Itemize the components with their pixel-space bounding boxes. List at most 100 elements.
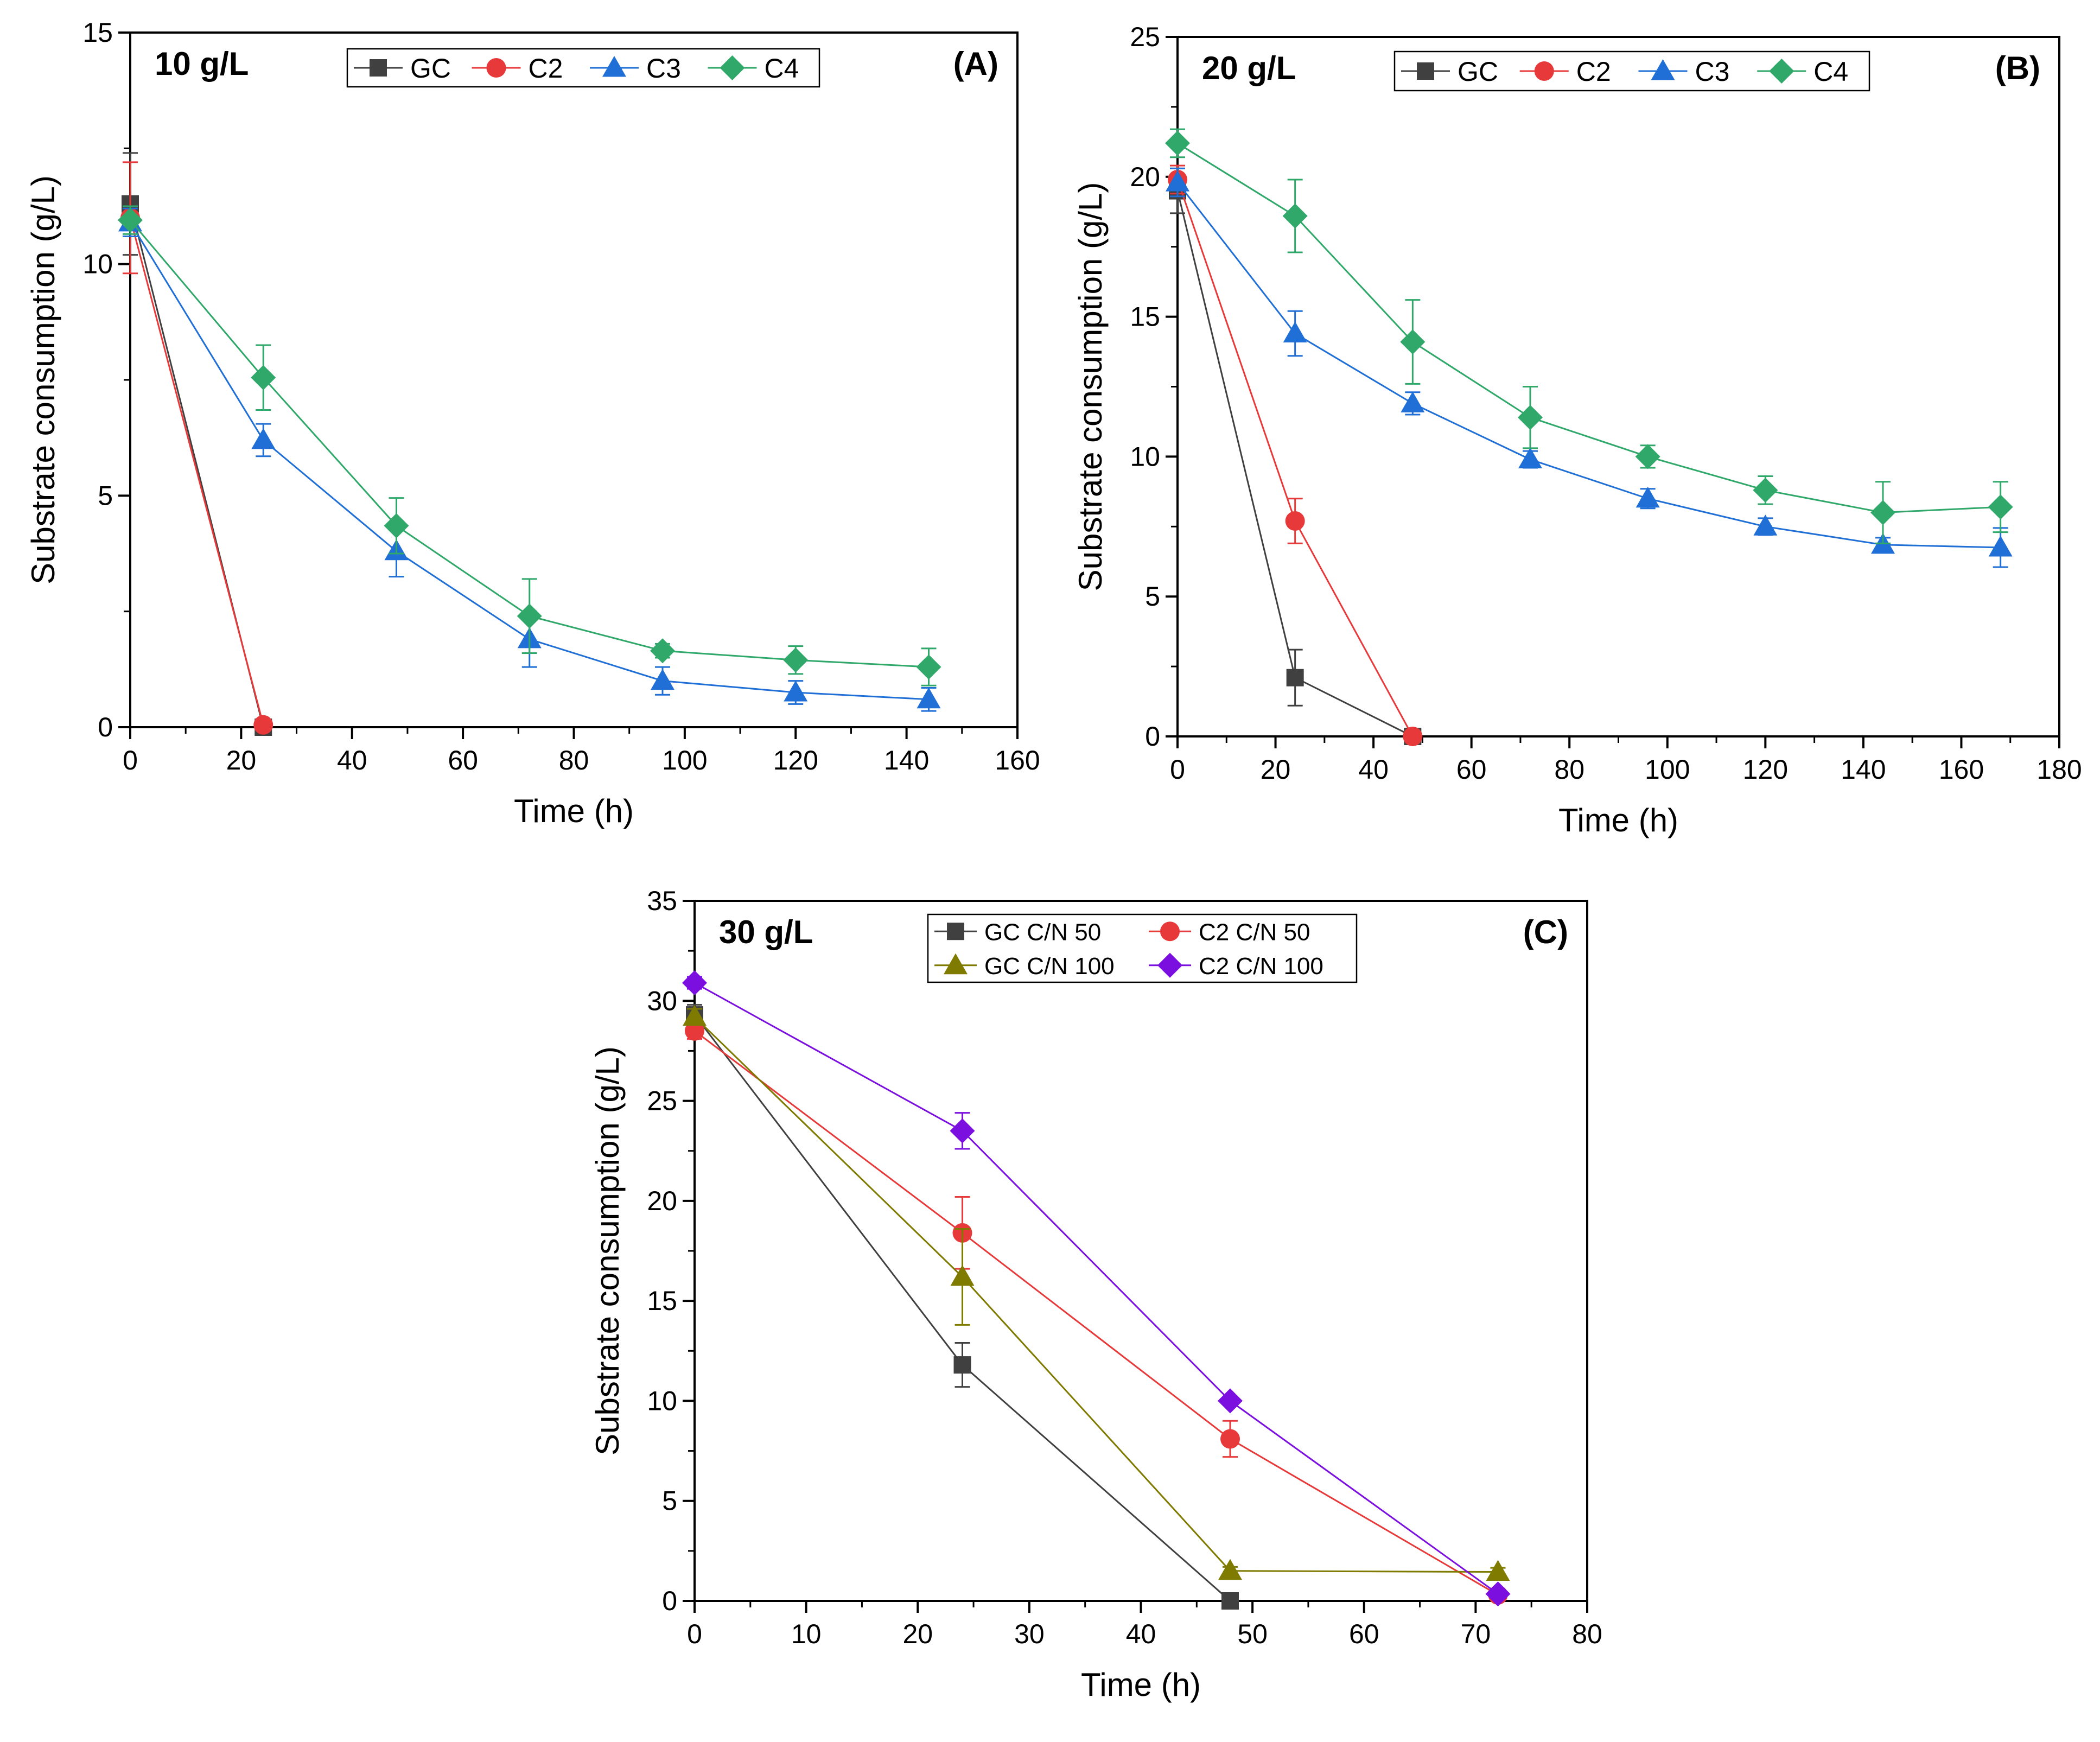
y-tick-label: 20 <box>1130 162 1160 192</box>
data-point <box>1218 1388 1243 1414</box>
series-line <box>1176 182 2001 549</box>
data-point <box>917 687 941 709</box>
legend-label: C2 <box>529 53 563 84</box>
x-tick-label: 80 <box>1572 1619 1602 1649</box>
y-axis-title: Substrate consumption (g/L) <box>589 1046 626 1455</box>
data-point <box>651 669 674 690</box>
legend-marker <box>720 55 745 80</box>
x-tick-label: 80 <box>1554 754 1584 785</box>
data-point <box>517 603 542 629</box>
legend-marker <box>947 923 964 940</box>
y-tick-label: 25 <box>1130 22 1160 52</box>
data-point <box>953 1356 971 1374</box>
legend-label: C4 <box>765 53 799 84</box>
series-line <box>694 982 1499 1595</box>
data-point <box>650 638 675 664</box>
x-tick-label: 160 <box>995 745 1040 775</box>
legend-marker <box>944 953 968 975</box>
panel-letter: (B) <box>1995 50 2040 86</box>
panel-c: 0 10 20 30 40 50 60 70 80 0 5 10 15 20 25 30 35 Time (h) S… <box>589 886 1602 1703</box>
data-point <box>1282 203 1308 228</box>
y-tick-label: 0 <box>662 1586 677 1616</box>
x-tick-label: 20 <box>1261 754 1291 785</box>
legend-box <box>927 913 1358 983</box>
x-tick-label: 100 <box>662 745 707 775</box>
x-tick-label: 120 <box>773 745 818 775</box>
series-line <box>694 1030 1499 1596</box>
legend-label: GC C/N 100 <box>984 953 1115 980</box>
data-point <box>783 647 809 673</box>
data-point <box>784 681 808 702</box>
y-tick-label: 10 <box>647 1385 677 1416</box>
legend-marker <box>1160 921 1180 942</box>
legend-label: GC <box>410 53 451 84</box>
x-tick-label: 0 <box>123 745 138 775</box>
x-tick-label: 60 <box>1349 1619 1379 1649</box>
data-point <box>1486 1560 1510 1581</box>
legend-marker <box>486 58 506 78</box>
x-tick-label: 140 <box>884 745 929 775</box>
legend-marker <box>602 56 626 77</box>
legend-label: C2 <box>1576 56 1611 87</box>
legend-label: GC C/N 50 <box>984 919 1101 945</box>
y-tick-label: 35 <box>647 886 677 916</box>
panel-letter: (C) <box>1523 914 1568 950</box>
x-tick-label: 40 <box>337 745 367 775</box>
data-point <box>1635 444 1660 469</box>
data-point <box>251 365 276 390</box>
legend-marker <box>1769 59 1794 84</box>
legend-marker <box>1157 952 1182 978</box>
y-axis-title: Substrate consumption (g/L) <box>25 175 61 584</box>
x-tick-label: 30 <box>1014 1619 1045 1649</box>
y-axis-title: Substrate consumption (g/L) <box>1072 182 1109 592</box>
series-line <box>1177 142 2001 514</box>
data-point <box>1870 500 1895 525</box>
series-line <box>693 1016 1498 1573</box>
x-tick-label: 120 <box>1743 754 1788 785</box>
data-point <box>1518 405 1543 430</box>
y-tick-label: 20 <box>647 1186 677 1216</box>
data-point <box>1403 727 1423 746</box>
data-point <box>1401 391 1425 412</box>
x-tick-label: 0 <box>687 1619 702 1649</box>
panel-b: 0 20 40 60 80 100 120 140 160 180 0 5 10 15 20 25 Time (… <box>1072 22 2082 838</box>
data-point <box>1165 130 1190 156</box>
x-tick-label: 100 <box>1645 754 1690 785</box>
data-point <box>251 428 276 449</box>
x-axis-title: Time (h) <box>1558 802 1678 838</box>
x-axis-title: Time (h) <box>1081 1667 1201 1703</box>
legend-label: C3 <box>1695 56 1730 87</box>
data-point <box>1220 1429 1240 1449</box>
data-point <box>1285 511 1305 531</box>
data-point <box>950 1264 975 1286</box>
data-point <box>1636 486 1660 508</box>
data-point <box>1988 535 2013 557</box>
data-point <box>1988 494 2013 520</box>
x-tick-label: 20 <box>226 745 257 775</box>
x-tick-label: 60 <box>1456 754 1487 785</box>
legend-label: GC <box>1458 56 1498 87</box>
y-tick-label: 0 <box>98 712 113 742</box>
y-tick-label: 25 <box>647 1086 677 1116</box>
x-tick-label: 20 <box>902 1619 933 1649</box>
legend-marker <box>1651 59 1675 80</box>
y-tick-label: 5 <box>1145 581 1160 612</box>
x-tick-label: 0 <box>1170 754 1185 785</box>
x-tick-label: 140 <box>1841 754 1886 785</box>
y-tick-label: 5 <box>98 480 113 511</box>
data-point <box>1485 1581 1511 1607</box>
plot-frame <box>1176 36 2060 738</box>
legend-marker <box>1417 62 1434 80</box>
data-point <box>682 970 707 996</box>
data-point <box>685 1021 704 1041</box>
x-tick-label: 40 <box>1126 1619 1156 1649</box>
legend-marker <box>370 59 387 77</box>
data-point <box>1753 514 1778 536</box>
x-tick-label: 50 <box>1237 1619 1268 1649</box>
legend-label: C2 C/N 50 <box>1199 919 1310 945</box>
data-point <box>916 654 941 680</box>
panel-concentration-title: 20 g/L <box>1202 50 1296 86</box>
y-tick-label: 15 <box>647 1286 677 1316</box>
y-tick-label: 10 <box>1130 441 1160 472</box>
